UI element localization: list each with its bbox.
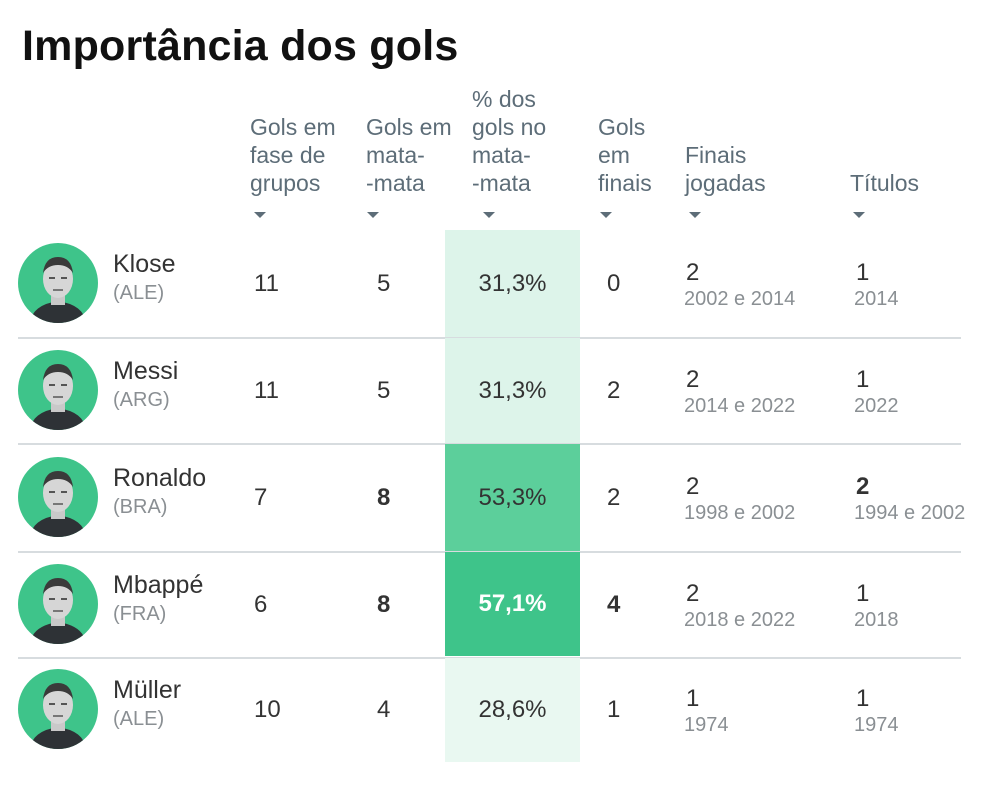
player-country: (ALE)	[113, 282, 165, 304]
pct-cell: 31,3%	[445, 338, 580, 444]
titles-years: 1994 e 2002	[854, 502, 966, 524]
sort-arrow-icon	[853, 212, 865, 218]
player-avatar	[18, 350, 98, 430]
titles-years: 2014	[854, 288, 899, 310]
row-divider	[18, 551, 961, 553]
titles-years: 2018	[854, 609, 899, 631]
player-photo-icon	[30, 683, 86, 749]
player-avatar	[18, 457, 98, 537]
column-header-group: Gols em fase de grupos	[250, 114, 336, 196]
cell-knockout: 5	[377, 377, 391, 404]
player-name: Mbappé	[113, 571, 204, 599]
cell-finals: 2	[607, 484, 621, 511]
cell-finals-played: 2	[686, 259, 700, 286]
column-header-knockout: Gols em mata- -mata	[366, 114, 452, 196]
sort-arrow-icon	[254, 212, 266, 218]
player-country: (ARG)	[113, 389, 170, 411]
finals-years: 2014 e 2022	[684, 395, 796, 417]
cell-group: 11	[254, 270, 279, 297]
cell-finals-played: 1	[686, 685, 700, 712]
cell-group: 6	[254, 591, 268, 618]
cell-knockout: 4	[377, 696, 391, 723]
sort-arrow-icon	[600, 212, 612, 218]
pct-cell: 53,3%	[445, 444, 580, 552]
row-divider	[18, 657, 961, 659]
cell-finals: 0	[607, 270, 621, 297]
titles-years: 2022	[854, 395, 899, 417]
cell-titles: 1	[856, 685, 870, 712]
player-country: (FRA)	[113, 603, 167, 625]
player-name: Ronaldo	[113, 464, 207, 492]
sort-arrow-icon	[483, 212, 495, 218]
row-divider	[18, 337, 961, 339]
sort-arrow-icon	[689, 212, 701, 218]
cell-titles: 1	[856, 580, 870, 607]
player-avatar	[18, 564, 98, 644]
column-header-finals: Gols em finais	[598, 114, 652, 196]
cell-group: 11	[254, 377, 279, 404]
cell-titles: 2	[856, 473, 870, 500]
cell-knockout: 8	[377, 484, 391, 511]
player-avatar	[18, 243, 98, 323]
sort-arrow-icon	[367, 212, 379, 218]
page-title: Importância dos gols	[22, 22, 459, 70]
titles-years: 1974	[854, 714, 899, 736]
pct-cell: 28,6%	[445, 658, 580, 762]
finals-years: 2002 e 2014	[684, 288, 796, 310]
player-photo-icon	[30, 257, 86, 323]
player-photo-icon	[30, 364, 86, 430]
player-name: Müller	[113, 676, 182, 704]
player-avatar	[18, 669, 98, 749]
cell-finals-played: 2	[686, 580, 700, 607]
row-divider	[18, 443, 961, 445]
cell-finals-played: 2	[686, 366, 700, 393]
column-header-pct: % dos gols no mata- -mata	[472, 86, 547, 196]
cell-group: 10	[254, 696, 281, 723]
player-photo-icon	[30, 471, 86, 537]
pct-cell: 57,1%	[445, 552, 580, 656]
column-header-titles: Títulos	[850, 170, 920, 196]
player-country: (BRA)	[113, 496, 168, 518]
pct-cell: 31,3%	[445, 230, 580, 338]
column-header-finals_played: Finais jogadas	[685, 142, 766, 196]
cell-group: 7	[254, 484, 268, 511]
cell-titles: 1	[856, 366, 870, 393]
player-name: Klose	[113, 250, 176, 278]
finals-years: 1974	[684, 714, 729, 736]
player-country: (ALE)	[113, 708, 165, 730]
cell-finals: 1	[607, 696, 621, 723]
cell-knockout: 5	[377, 270, 391, 297]
cell-finals-played: 2	[686, 473, 700, 500]
cell-knockout: 8	[377, 591, 391, 618]
cell-finals: 4	[607, 591, 621, 618]
player-name: Messi	[113, 357, 179, 385]
cell-finals: 2	[607, 377, 621, 404]
finals-years: 1998 e 2002	[684, 502, 796, 524]
finals-years: 2018 e 2022	[684, 609, 796, 631]
cell-titles: 1	[856, 259, 870, 286]
player-photo-icon	[30, 578, 86, 644]
